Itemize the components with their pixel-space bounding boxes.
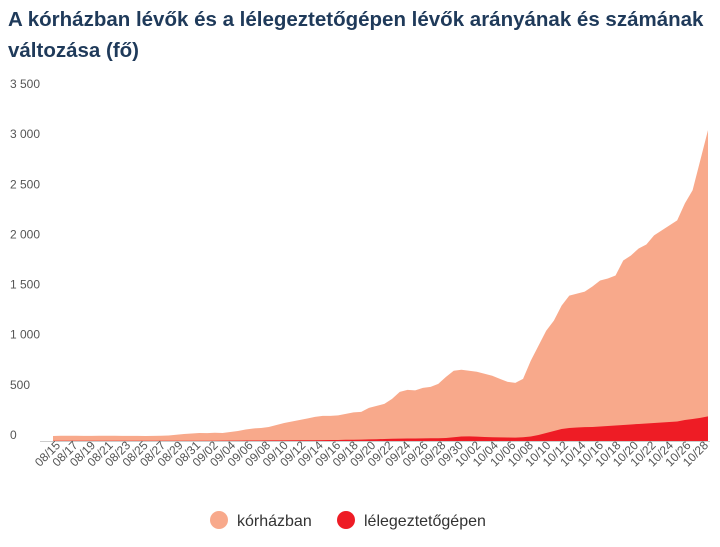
legend-marker (337, 511, 355, 529)
legend-label: kórházban (237, 513, 312, 530)
y-tick-label: 2 500 (10, 177, 40, 191)
legend: kórházban lélegeztetőgépen (210, 511, 486, 530)
series-area (53, 416, 708, 441)
y-tick-label: 1 500 (10, 278, 40, 292)
legend-label: lélegeztetőgépen (364, 513, 486, 530)
y-tick-label: 500 (10, 378, 30, 392)
legend-marker (210, 511, 228, 529)
y-tick-label: 2 000 (10, 227, 40, 241)
y-axis: 0 500 1 000 1 500 2 000 2 500 3 000 3 500 (10, 77, 40, 442)
y-tick-label: 0 (10, 428, 17, 442)
y-tick-label: 3 000 (10, 127, 40, 141)
y-tick-label: 3 500 (10, 77, 40, 91)
y-tick-label: 1 000 (10, 328, 40, 342)
chart-title: A kórházban lévők és a lélegeztetőgépen … (8, 8, 704, 62)
series-area (53, 130, 708, 442)
plot-area (53, 130, 708, 442)
x-axis: 08/1508/1708/1908/2108/2308/2508/2708/29… (32, 438, 711, 469)
